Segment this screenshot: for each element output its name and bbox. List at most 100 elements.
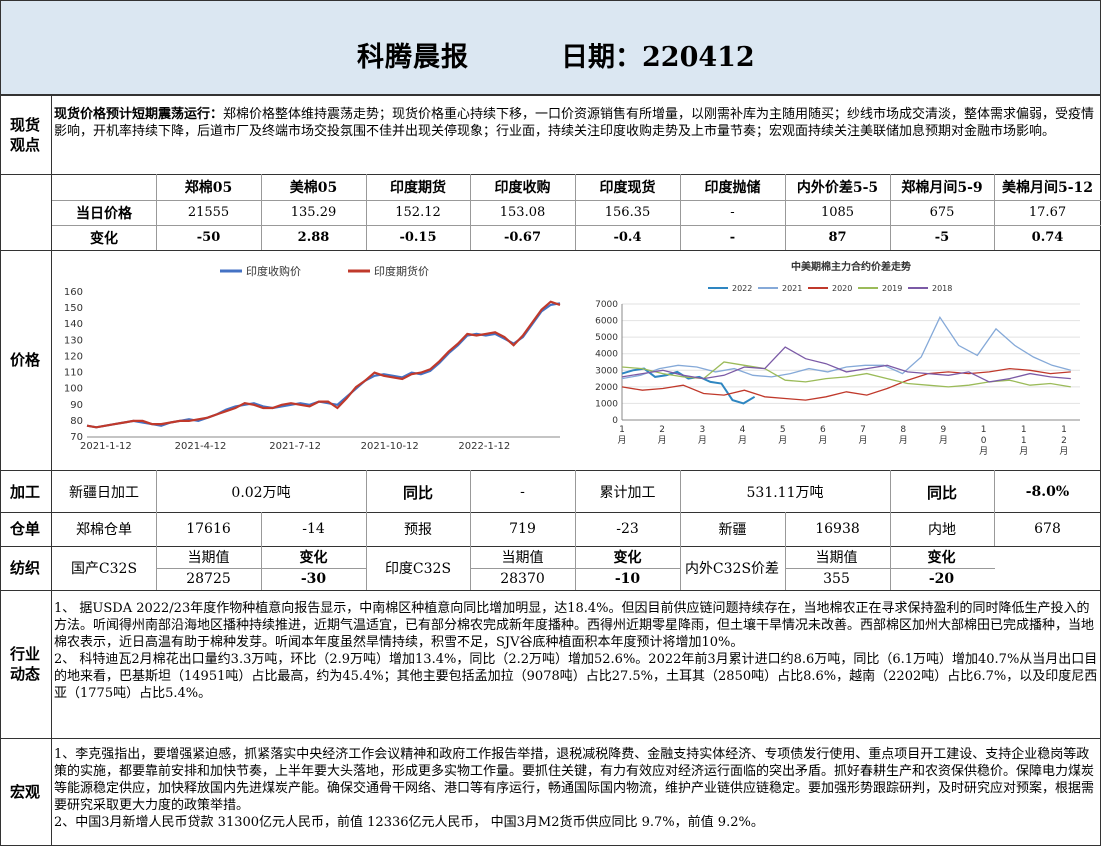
grid-line — [0, 0, 1, 846]
grid-line — [261, 512, 262, 546]
chart-title: 中美期棉主力合约价差走势 — [791, 260, 911, 273]
x-tick-label: 1 — [1061, 425, 1067, 435]
legend-label: 2018 — [932, 284, 952, 293]
price-change-cell: -5 — [934, 230, 950, 245]
xj-processing-value: 0.02万吨 — [231, 485, 291, 501]
x-tick-label: 月 — [1059, 446, 1068, 457]
grid-line — [470, 568, 680, 569]
y-tick-label: 160 — [64, 287, 83, 298]
price-col-header: 印度期货 — [390, 180, 446, 196]
x-tick-label: 月 — [818, 435, 827, 446]
price-col-header: 美棉月间5-12 — [1001, 180, 1094, 196]
spot-text: 现货价格预计短期震荡运行：郑棉价格整体维持震荡走势；现货价格重心持续下移，一口价… — [54, 106, 1096, 140]
x-tick-label: 0 — [981, 436, 987, 446]
processing-label: 加工 — [9, 483, 40, 501]
india-price-chart: 70 80 90 100 110 120 130 140 150 160 2021-1-12 2021… — [64, 264, 561, 452]
warehouse-cell: -14 — [302, 521, 325, 537]
x-tick-label: 1 — [981, 425, 987, 435]
yarn-product-name: 国产C32S — [70, 561, 138, 577]
grid-line — [51, 95, 52, 846]
warehouse-cell: 17616 — [186, 521, 231, 537]
grid-line — [994, 174, 995, 250]
spot-headline: 现货价格预计短期震荡运行： — [54, 107, 224, 122]
price-change-label: 变化 — [90, 230, 118, 247]
series-line — [86, 302, 561, 429]
price-label: 价格 — [9, 351, 40, 369]
report-header: 科腾晨报 日期：220412 — [0, 0, 1101, 95]
x-tick-label: 2021-1-12 — [80, 441, 132, 452]
yarn-change-header: 变化 — [613, 550, 642, 566]
x-tick-label: 1 — [619, 425, 625, 435]
industry-text: 1、 据USDA 2022/23年度作物种植意向报告显示，中南棉区种植意向同比增… — [54, 601, 1098, 701]
grid-line — [0, 546, 1101, 547]
processing-yoy-value: - — [520, 484, 525, 500]
grid-line — [156, 470, 157, 512]
x-tick-label: 月 — [1019, 446, 1028, 457]
price-today-cell: 156.35 — [604, 205, 651, 220]
x-tick-label: 5 — [780, 425, 786, 435]
y-tick-label: 130 — [64, 335, 83, 346]
grid-line — [366, 546, 367, 590]
grid-line — [366, 174, 367, 250]
warehouse-cell: 新疆 — [718, 522, 747, 538]
grid-line — [156, 174, 157, 250]
yarn-current-value: 28725 — [186, 571, 231, 587]
x-tick-label: 8 — [900, 425, 906, 435]
report-title: 科腾晨报 — [357, 42, 469, 73]
yarn-label: 纺织 — [9, 559, 40, 577]
cum-yoy-label: 同比 — [926, 483, 957, 502]
cn-us-spread-chart: 中美期棉主力合约价差走势 0 1000 2000 3000 4000 5000 6000 700… — [595, 260, 1080, 457]
warehouse-cell: 郑棉仓单 — [76, 522, 132, 538]
grid-line — [890, 174, 891, 250]
y-tick-label: 80 — [70, 416, 83, 427]
yarn-change-value: -20 — [928, 571, 955, 587]
yarn-product-name: 内外C32S价差 — [684, 561, 780, 577]
price-col-header: 郑棉月间5-9 — [901, 180, 983, 196]
grid-line — [575, 174, 576, 250]
price-change-cell: 2.88 — [297, 230, 330, 245]
price-col-header: 印度抛储 — [704, 180, 761, 196]
x-tick-label: 2 — [659, 425, 665, 435]
yarn-change-value: -10 — [614, 571, 641, 587]
x-tick-label: 6 — [820, 425, 826, 435]
x-tick-label: 1 — [1021, 436, 1027, 446]
y-tick-label: 120 — [64, 351, 83, 362]
yarn-product-name: 印度C32S — [384, 561, 452, 577]
x-tick-label: 2021-10-12 — [361, 441, 419, 452]
y-tick-label: 100 — [64, 384, 83, 395]
grid-line — [785, 568, 995, 569]
x-tick-label: 月 — [698, 435, 707, 446]
warehouse-cell: 719 — [509, 521, 536, 537]
y-tick-label: 0 — [612, 416, 618, 426]
grid-line — [0, 590, 1101, 591]
x-tick-label: 月 — [979, 446, 988, 457]
price-change-cell: -0.4 — [613, 230, 642, 245]
price-change-cell: 87 — [828, 230, 847, 245]
grid-line — [680, 470, 681, 512]
legend-label: 2022 — [732, 284, 752, 293]
y-tick-label: 1000 — [595, 399, 618, 409]
grid-line — [0, 250, 1101, 251]
yarn-current-header: 当期值 — [501, 550, 544, 566]
legend-label: 2021 — [782, 284, 802, 293]
yarn-change-header: 变化 — [299, 550, 328, 566]
cum-yoy-value: -8.0% — [1025, 484, 1070, 500]
price-today-cell: - — [730, 205, 735, 220]
x-tick-label: 月 — [899, 435, 908, 446]
x-tick-label: 2021-4-12 — [175, 441, 227, 452]
yarn-current-header: 当期值 — [187, 550, 230, 566]
warehouse-label: 仓单 — [9, 520, 40, 538]
price-today-cell: 153.08 — [499, 205, 546, 220]
price-today-cell: 21555 — [187, 205, 230, 220]
y-tick-label: 70 — [70, 432, 83, 443]
grid-line — [680, 546, 681, 590]
grid-line — [0, 174, 1101, 175]
warehouse-cell: -23 — [616, 521, 639, 537]
grid-line — [994, 512, 995, 546]
price-change-cell: -0.15 — [399, 230, 437, 245]
grid-line — [470, 174, 471, 250]
macro-text: 1、李克强指出，要增强紧迫感，抓紧落实中央经济工作会议精神和政府工作报告举措，退… — [54, 747, 1095, 830]
price-change-cell: - — [729, 230, 736, 245]
grid-line — [470, 512, 471, 546]
x-tick-label: 4 — [740, 425, 746, 435]
